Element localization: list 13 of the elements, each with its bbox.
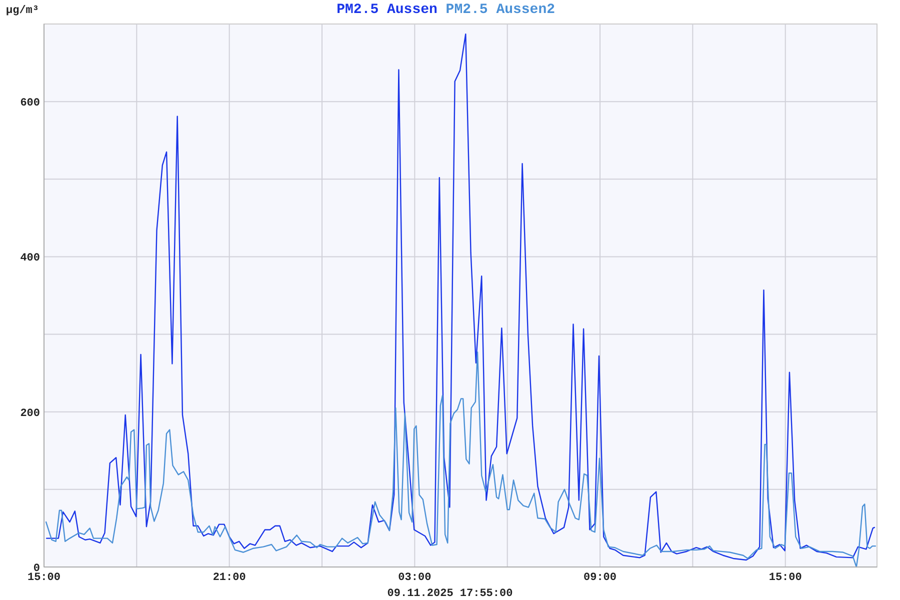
- x-tick-label: 03:00: [398, 572, 432, 584]
- text: PM2.5 Aussen2: [446, 2, 556, 18]
- x-tick-label: 15:00: [768, 572, 802, 584]
- y-tick-label: 600: [20, 98, 40, 110]
- y-tick-label: 400: [20, 252, 40, 265]
- x-tick-label: 09:00: [584, 572, 617, 584]
- x-tick-label: 15:00: [27, 572, 61, 584]
- y-axis-title: µg/m³: [6, 5, 40, 17]
- text: 09.11.2025 17:55:00: [387, 588, 513, 600]
- x-tick-label: 21:00: [212, 572, 246, 584]
- text: PM2.5 Aussen: [336, 2, 438, 18]
- y-tick-label: 200: [20, 408, 40, 420]
- line-series: [46, 33, 876, 561]
